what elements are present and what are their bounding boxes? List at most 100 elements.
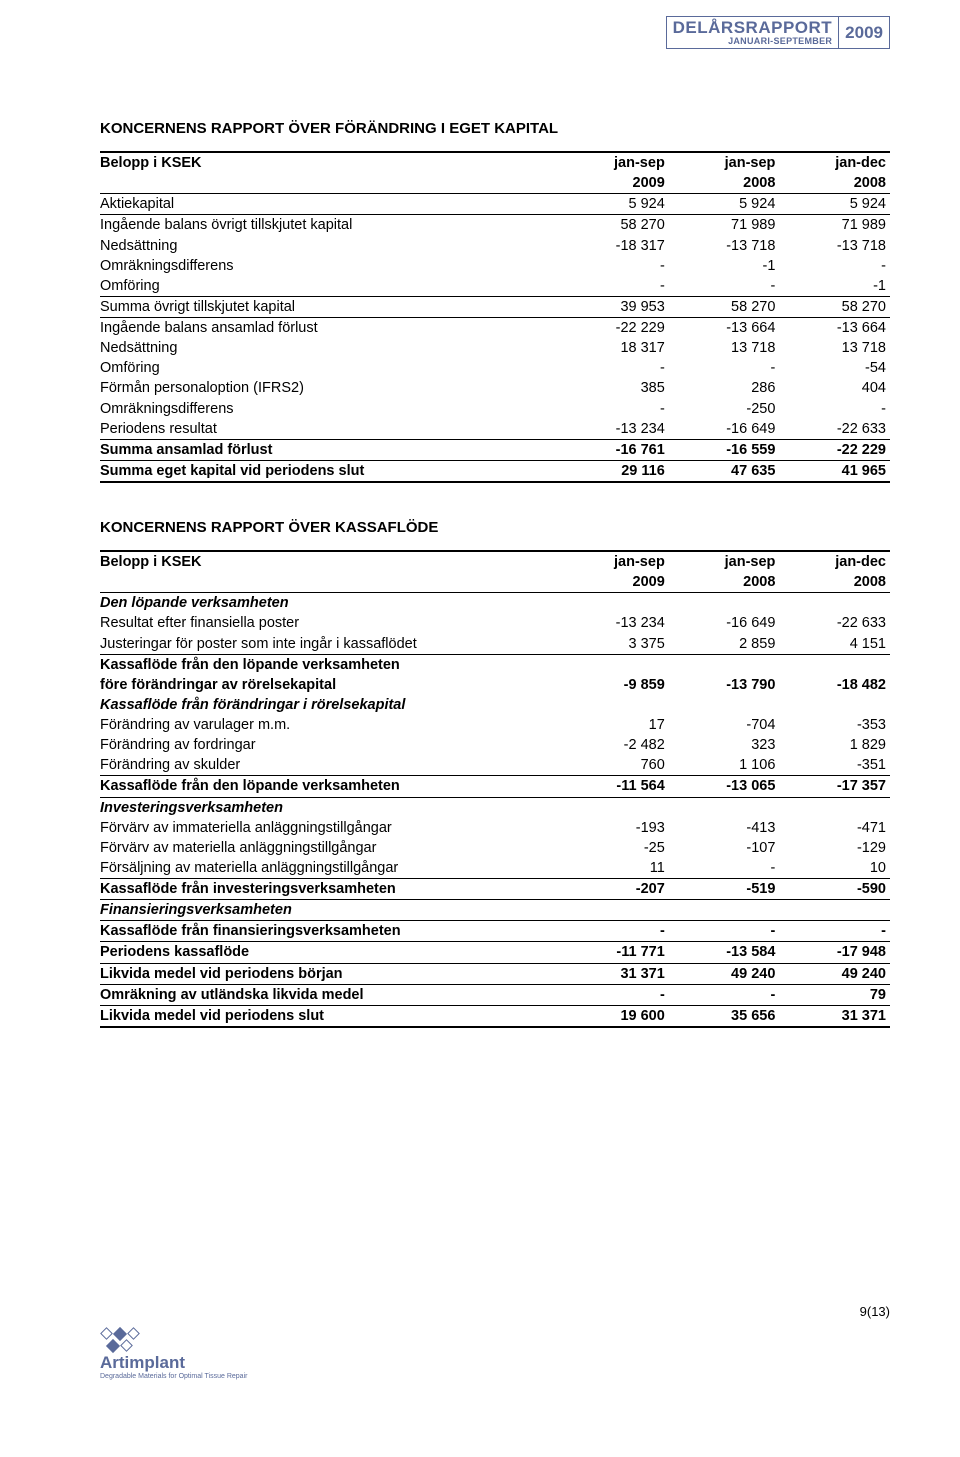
row-value: -129 — [779, 838, 890, 858]
row-label: Summa eget kapital vid periodens slut — [100, 460, 558, 482]
row-value — [779, 695, 890, 715]
row-label: Periodens resultat — [100, 419, 558, 440]
report-title: DELÅRSRAPPORT — [673, 19, 833, 37]
row-value — [779, 797, 890, 818]
row-value: -22 633 — [779, 613, 890, 633]
row-label: Ingående balans ansamlad förlust — [100, 318, 558, 339]
row-label: Aktiekapital — [100, 194, 558, 215]
row-value: 1 829 — [779, 735, 890, 755]
row-value: 47 635 — [669, 460, 780, 482]
row-value: - — [558, 276, 669, 297]
report-header: DELÅRSRAPPORT JANUARI-SEPTEMBER 2009 — [666, 16, 890, 49]
row-value: -13 234 — [558, 613, 669, 633]
row-value: 31 371 — [558, 963, 669, 984]
logo-icon — [102, 1329, 890, 1339]
row-value: 49 240 — [669, 963, 780, 984]
row-value: 10 — [779, 858, 890, 879]
row-label: Förvärv av immateriella anläggningstillg… — [100, 818, 558, 838]
row-label: Förmån personaloption (IFRS2) — [100, 378, 558, 398]
row-label: Omräkning av utländska likvida medel — [100, 984, 558, 1005]
row-label: Finansieringsverksamheten — [100, 900, 558, 921]
page: DELÅRSRAPPORT JANUARI-SEPTEMBER 2009 KON… — [0, 0, 960, 1400]
row-value: -25 — [558, 838, 669, 858]
row-label: Nedsättning — [100, 338, 558, 358]
row-label: Investeringsverksamheten — [100, 797, 558, 818]
equity-section-title: KONCERNENS RAPPORT ÖVER FÖRÄNDRING I EGE… — [100, 120, 890, 137]
row-value — [669, 797, 780, 818]
row-value: 3 375 — [558, 634, 669, 655]
row-label: Förändring av fordringar — [100, 735, 558, 755]
row-value — [779, 593, 890, 614]
row-value: 41 965 — [779, 460, 890, 482]
col-header-period: jan-sep — [669, 551, 780, 572]
row-value: -13 718 — [779, 236, 890, 256]
col-header-year: 2008 — [669, 173, 780, 194]
logo: Artimplant Degradable Materials for Opti… — [100, 1329, 890, 1380]
row-label: Förändring av varulager m.m. — [100, 715, 558, 735]
row-label: Ingående balans övrigt tillskjutet kapit… — [100, 215, 558, 236]
row-value — [669, 695, 780, 715]
col-header-year: 2009 — [558, 173, 669, 194]
row-value — [558, 797, 669, 818]
row-value: -13 234 — [558, 419, 669, 440]
row-value: - — [558, 921, 669, 942]
row-value: - — [779, 399, 890, 419]
row-value: 58 270 — [669, 296, 780, 317]
col-header-period: jan-sep — [558, 152, 669, 173]
row-value: 58 270 — [558, 215, 669, 236]
row-value: - — [558, 984, 669, 1005]
row-value: -22 229 — [779, 439, 890, 460]
row-value: 79 — [779, 984, 890, 1005]
row-value: 31 371 — [779, 1005, 890, 1027]
row-value: 58 270 — [779, 296, 890, 317]
row-value: 18 317 — [558, 338, 669, 358]
row-value: - — [669, 921, 780, 942]
col-header-year: 2008 — [779, 173, 890, 194]
row-value: -11 564 — [558, 776, 669, 797]
row-value: - — [779, 921, 890, 942]
row-value: 5 924 — [779, 194, 890, 215]
col-header-year: 2008 — [779, 572, 890, 593]
row-value: -1 — [669, 256, 780, 276]
row-label: Nedsättning — [100, 236, 558, 256]
row-label: Kassaflöde från den löpande verksamheten — [100, 654, 558, 675]
row-label: Förvärv av materiella anläggningstillgån… — [100, 838, 558, 858]
row-label: Summa övrigt tillskjutet kapital — [100, 296, 558, 317]
row-label: Omföring — [100, 358, 558, 378]
report-year: 2009 — [839, 16, 890, 49]
row-label: Omräkningsdifferens — [100, 256, 558, 276]
col-header-empty — [100, 572, 558, 593]
row-label: Likvida medel vid periodens början — [100, 963, 558, 984]
row-label: Kassaflöde från finansieringsverksamhete… — [100, 921, 558, 942]
row-label: Resultat efter finansiella poster — [100, 613, 558, 633]
row-value: - — [558, 399, 669, 419]
row-value: 385 — [558, 378, 669, 398]
row-value: -13 664 — [779, 318, 890, 339]
row-value — [669, 654, 780, 675]
row-value: 49 240 — [779, 963, 890, 984]
row-value: -471 — [779, 818, 890, 838]
col-header-period: jan-dec — [779, 152, 890, 173]
row-value: -16 649 — [669, 419, 780, 440]
row-value: 71 989 — [669, 215, 780, 236]
row-value: - — [558, 358, 669, 378]
row-value: -13 664 — [669, 318, 780, 339]
row-label: Kassaflöde från den löpande verksamheten — [100, 776, 558, 797]
row-value: - — [669, 358, 780, 378]
row-value — [779, 900, 890, 921]
col-header-year: 2009 — [558, 572, 669, 593]
row-value: -1 — [779, 276, 890, 297]
logo-tagline: Degradable Materials for Optimal Tissue … — [100, 1373, 890, 1380]
row-value: 39 953 — [558, 296, 669, 317]
row-value: - — [558, 256, 669, 276]
col-header-period: jan-sep — [669, 152, 780, 173]
row-value: - — [779, 256, 890, 276]
logo-name: Artimplant — [100, 1353, 890, 1373]
row-value: 760 — [558, 755, 669, 776]
row-value: -22 633 — [779, 419, 890, 440]
row-value: -16 559 — [669, 439, 780, 460]
row-value: 17 — [558, 715, 669, 735]
row-value — [669, 900, 780, 921]
report-header-left: DELÅRSRAPPORT JANUARI-SEPTEMBER — [666, 16, 840, 49]
row-value — [779, 654, 890, 675]
